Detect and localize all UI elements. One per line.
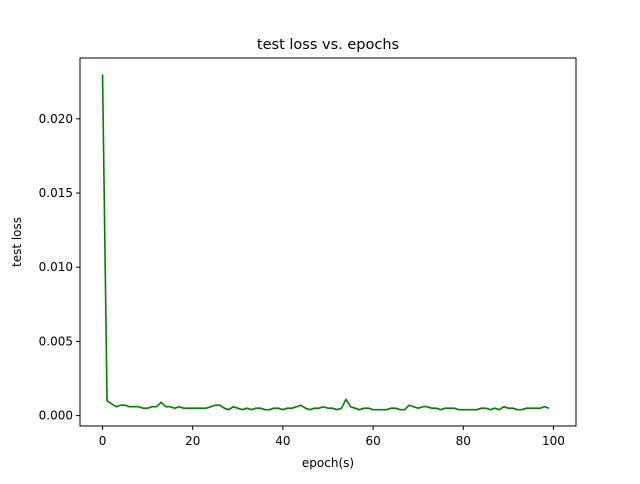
y-axis-label: test loss [10,217,24,267]
y-tick-label: 0.010 [39,260,73,274]
x-tick-label: 100 [542,434,565,448]
y-tick-label: 0.005 [39,334,73,348]
y-tick-label: 0.015 [39,186,73,200]
x-axis-label: epoch(s) [302,456,354,470]
x-tick-label: 40 [275,434,290,448]
y-tick-label: 0.000 [39,409,73,423]
plot-area-frame [79,57,577,427]
x-tick-label: 20 [185,434,200,448]
chart-title: test loss vs. epochs [257,37,399,53]
y-axis: 0.000 0.005 0.010 0.015 0.020 [39,112,80,423]
x-tick-label: 0 [99,434,107,448]
x-tick-label: 80 [456,434,471,448]
y-tick-label: 0.020 [39,112,73,126]
x-axis: 0 20 40 60 80 100 [99,426,565,448]
x-tick-label: 60 [365,434,380,448]
series-line-test-loss [101,74,550,411]
